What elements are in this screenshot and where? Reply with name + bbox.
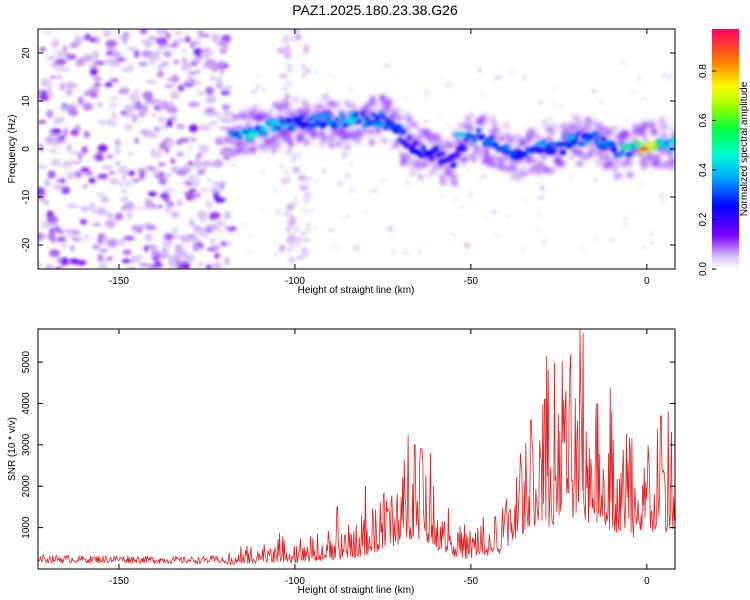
spectrogram-ylabel: Frequency (Hz)	[7, 115, 18, 184]
snr-line-layer	[38, 329, 675, 566]
colorbar-tick-label: 0.4	[698, 163, 709, 177]
spectrogram-xtick-label: -150	[109, 276, 129, 287]
snr-ytick-label: 3000	[21, 433, 32, 456]
colorbar: 0.0 0.2 0.4 0.6 0.8 Normalized spectral ampl…	[698, 29, 750, 276]
colorbar-gradient	[712, 29, 739, 269]
snr-xtick-label: 0	[644, 576, 650, 587]
snr-xtick-label: -50	[464, 576, 479, 587]
spectrogram-heatmap	[38, 29, 675, 269]
colorbar-label: Normalized spectral amplitude	[739, 81, 750, 216]
peak-marker	[637, 146, 650, 152]
noise-blobs	[38, 29, 673, 269]
snr-ytick-label: 1000	[21, 516, 32, 539]
colorbar-tick-label: 0.2	[698, 212, 709, 226]
spectrogram-xtick-label: -100	[285, 276, 305, 287]
snr-line	[38, 329, 675, 566]
spectrogram-xtick-label: -50	[464, 276, 479, 287]
spectrogram-ytick-label: 10	[21, 95, 32, 107]
colorbar-ticks: 0.0 0.2 0.4 0.6 0.8	[698, 64, 716, 276]
spectrogram-xlabel: Height of straight line (km)	[298, 285, 415, 296]
snr-ytick-label: 4000	[21, 392, 32, 415]
colorbar-tick-label: 0.6	[698, 113, 709, 127]
spectrogram-ytick-label: 20	[21, 47, 32, 59]
snr-ytick-label: 5000	[21, 351, 32, 374]
spectrogram-xtick-label: 0	[644, 276, 650, 287]
snr-panel: -150 -100 -50 0 1000 2000 3000 4000 5000 Height …	[7, 328, 676, 596]
snr-xtick-label: -100	[285, 576, 305, 587]
figure-title: PAZ1.2025.180.23.38.G26	[292, 2, 458, 18]
signal-ridge	[228, 111, 675, 169]
snr-xtick-label: -150	[109, 576, 129, 587]
snr-ylabel: SNR (10 * v/v)	[7, 417, 18, 481]
colorbar-tick-label: 0.8	[698, 64, 709, 78]
colorbar-tick-label: 0.0	[698, 262, 709, 276]
spectrogram-ytick-label: -20	[21, 237, 32, 252]
snr-frame	[37, 328, 676, 570]
spectrogram-ytick-label: 0	[21, 146, 32, 152]
snr-xlabel: Height of straight line (km)	[298, 585, 415, 596]
spectrogram-ytick-label: -10	[21, 189, 32, 204]
snr-ticks: -150 -100 -50 0 1000 2000 3000 4000 5000	[21, 329, 675, 587]
spectrogram-background	[38, 29, 675, 269]
snr-ytick-label: 2000	[21, 475, 32, 498]
